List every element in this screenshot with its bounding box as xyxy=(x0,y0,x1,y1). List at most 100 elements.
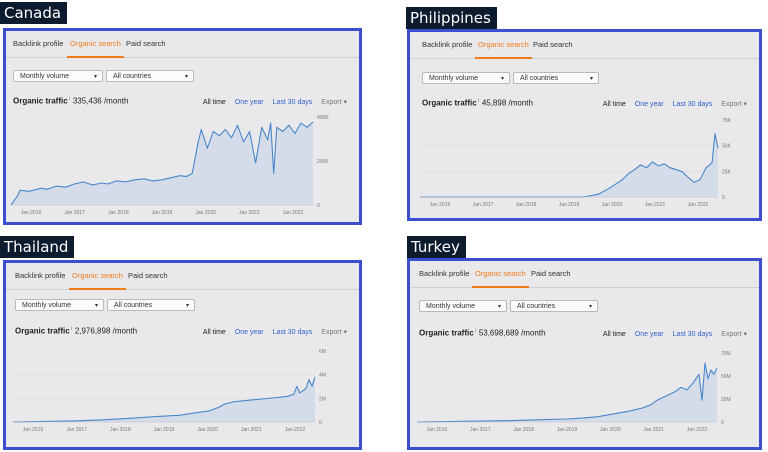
time-range-selector: All time One year Last 30 days Export ▾ xyxy=(603,100,747,108)
organic-traffic-metric: Organic traffici 53,698,689 /month xyxy=(419,328,546,338)
chevron-down-icon: ▾ xyxy=(343,99,347,106)
chevron-down-icon: ▾ xyxy=(94,303,98,309)
info-icon[interactable]: i xyxy=(68,96,70,102)
export-menu[interactable]: Export ▾ xyxy=(321,329,347,336)
monthly-volume-dropdown[interactable]: Monthly volume ▾ xyxy=(422,72,510,84)
panel-turkey: Backlink profile Organic search Paid sea… xyxy=(407,258,762,450)
export-menu[interactable]: Export ▾ xyxy=(721,101,747,108)
range-all-time[interactable]: All time xyxy=(202,99,226,106)
range-last-30-days[interactable]: Last 30 days xyxy=(672,101,713,108)
range-all-time[interactable]: All time xyxy=(202,329,226,336)
traffic-chart: 75M 50M 25M 0 Jan 2016 Jan 2017 Jan 2018 Jan 20… xyxy=(416,351,731,433)
tab-paid-search[interactable]: Paid search xyxy=(128,271,168,280)
monthly-volume-dropdown[interactable]: Monthly volume ▾ xyxy=(15,299,104,311)
range-last-30-days[interactable]: Last 30 days xyxy=(672,331,713,338)
tab-paid-search[interactable]: Paid search xyxy=(126,39,166,48)
x-tick-label: Jan 2022 xyxy=(688,202,709,208)
tab-organic-search[interactable]: Organic search xyxy=(69,271,126,290)
country-label-turkey: Turkey xyxy=(407,236,466,258)
tab-bar: Backlink profile Organic search Paid sea… xyxy=(6,31,359,58)
x-tick-label: Jan 2018 xyxy=(516,202,537,208)
range-all-time[interactable]: All time xyxy=(602,331,626,338)
range-all-time[interactable]: All time xyxy=(602,101,626,108)
tab-bar: Backlink profile Organic search Paid sea… xyxy=(6,263,359,290)
traffic-area xyxy=(13,377,315,422)
x-tick-label: Jan 2017 xyxy=(66,427,87,433)
x-tick-label: Jan 2019 xyxy=(557,427,578,433)
organic-traffic-metric: Organic traffici 45,898 /month xyxy=(422,98,533,108)
tab-backlink-profile[interactable]: Backlink profile xyxy=(419,269,470,278)
range-one-year[interactable]: One year xyxy=(234,99,264,106)
country-label-canada: Canada xyxy=(0,2,68,24)
x-tick-label: Jan 2016 xyxy=(430,202,451,208)
y-tick-label: 50K xyxy=(722,144,732,150)
monthly-volume-dropdown[interactable]: Monthly volume ▾ xyxy=(419,300,507,312)
chevron-down-icon: ▾ xyxy=(184,74,188,80)
tab-organic-search[interactable]: Organic search xyxy=(67,39,124,58)
x-tick-label: Jan 2021 xyxy=(241,427,262,433)
metric-label: Organic traffic xyxy=(13,96,68,106)
x-tick-label: Jan 2022 xyxy=(687,427,708,433)
tab-backlink-profile[interactable]: Backlink profile xyxy=(13,39,64,48)
range-one-year[interactable]: One year xyxy=(634,101,664,108)
y-tick-label: 0 xyxy=(722,195,725,201)
x-tick-label: Jan 2021 xyxy=(643,427,664,433)
dropdown-value: Monthly volume xyxy=(426,303,476,310)
dropdown-value: Monthly volume xyxy=(20,73,70,80)
export-menu[interactable]: Export ▾ xyxy=(321,99,347,106)
range-one-year[interactable]: One year xyxy=(634,331,664,338)
x-tick-label: Jan 2019 xyxy=(559,202,580,208)
export-label: Export xyxy=(721,101,742,108)
tab-backlink-profile[interactable]: Backlink profile xyxy=(15,271,66,280)
chevron-down-icon: ▾ xyxy=(743,331,747,338)
tab-paid-search[interactable]: Paid search xyxy=(533,40,573,49)
dropdown-value: All countries xyxy=(113,73,152,80)
y-tick-label: 2M xyxy=(319,396,326,402)
tab-backlink-profile[interactable]: Backlink profile xyxy=(422,40,473,49)
range-one-year[interactable]: One year xyxy=(234,329,264,336)
panel-canada: Backlink profile Organic search Paid sea… xyxy=(3,28,362,225)
x-tick-label: Jan 2017 xyxy=(470,427,491,433)
chevron-down-icon: ▾ xyxy=(589,76,593,82)
tab-organic-search[interactable]: Organic search xyxy=(475,40,532,59)
metric-label: Organic traffic xyxy=(422,98,477,108)
x-tick-label: Jan 2021 xyxy=(645,202,666,208)
range-last-30-days[interactable]: Last 30 days xyxy=(272,329,313,336)
x-tick-label: Jan 2018 xyxy=(513,427,534,433)
all-countries-dropdown[interactable]: All countries ▾ xyxy=(106,70,194,82)
tab-organic-search[interactable]: Organic search xyxy=(472,269,529,288)
dropdown-value: All countries xyxy=(517,303,556,310)
tab-paid-search[interactable]: Paid search xyxy=(531,269,571,278)
monthly-volume-dropdown[interactable]: Monthly volume ▾ xyxy=(13,70,103,82)
traffic-value: 2,976,898 /month xyxy=(74,326,138,336)
info-icon[interactable]: i xyxy=(474,328,476,334)
x-tick-label: Jan 2022 xyxy=(285,427,306,433)
x-tick-label: Jan 2021 xyxy=(239,210,260,216)
x-tick-label: Jan 2017 xyxy=(64,210,85,216)
traffic-line xyxy=(416,362,718,423)
y-tick-label: 25K xyxy=(722,169,732,175)
x-tick-label: Jan 2020 xyxy=(602,202,623,208)
all-countries-dropdown[interactable]: All countries ▾ xyxy=(513,72,599,84)
dropdown-value: Monthly volume xyxy=(22,302,72,309)
y-tick-label: 0 xyxy=(319,420,322,426)
chevron-down-icon: ▾ xyxy=(743,101,747,108)
traffic-line xyxy=(420,133,719,198)
x-tick-label: Jan 2019 xyxy=(152,210,173,216)
chevron-down-icon: ▾ xyxy=(93,74,97,80)
organic-traffic-metric: Organic traffici 2,976,898 /month xyxy=(15,326,137,336)
traffic-value: 335,436 /month xyxy=(72,96,129,106)
chevron-down-icon: ▾ xyxy=(185,303,189,309)
chevron-down-icon: ▾ xyxy=(343,329,347,336)
y-tick-label: 75M xyxy=(721,351,731,357)
all-countries-dropdown[interactable]: All countries ▾ xyxy=(510,300,598,312)
info-icon[interactable]: i xyxy=(70,326,72,332)
all-countries-dropdown[interactable]: All countries ▾ xyxy=(107,299,195,311)
country-label-thailand: Thailand xyxy=(0,236,75,258)
time-range-selector: All time One year Last 30 days Export ▾ xyxy=(603,330,747,338)
info-icon[interactable]: i xyxy=(477,98,479,104)
panel-philippines: Backlink profile Organic search Paid sea… xyxy=(407,29,762,221)
range-last-30-days[interactable]: Last 30 days xyxy=(272,99,313,106)
export-menu[interactable]: Export ▾ xyxy=(721,331,747,338)
traffic-line xyxy=(12,377,316,423)
